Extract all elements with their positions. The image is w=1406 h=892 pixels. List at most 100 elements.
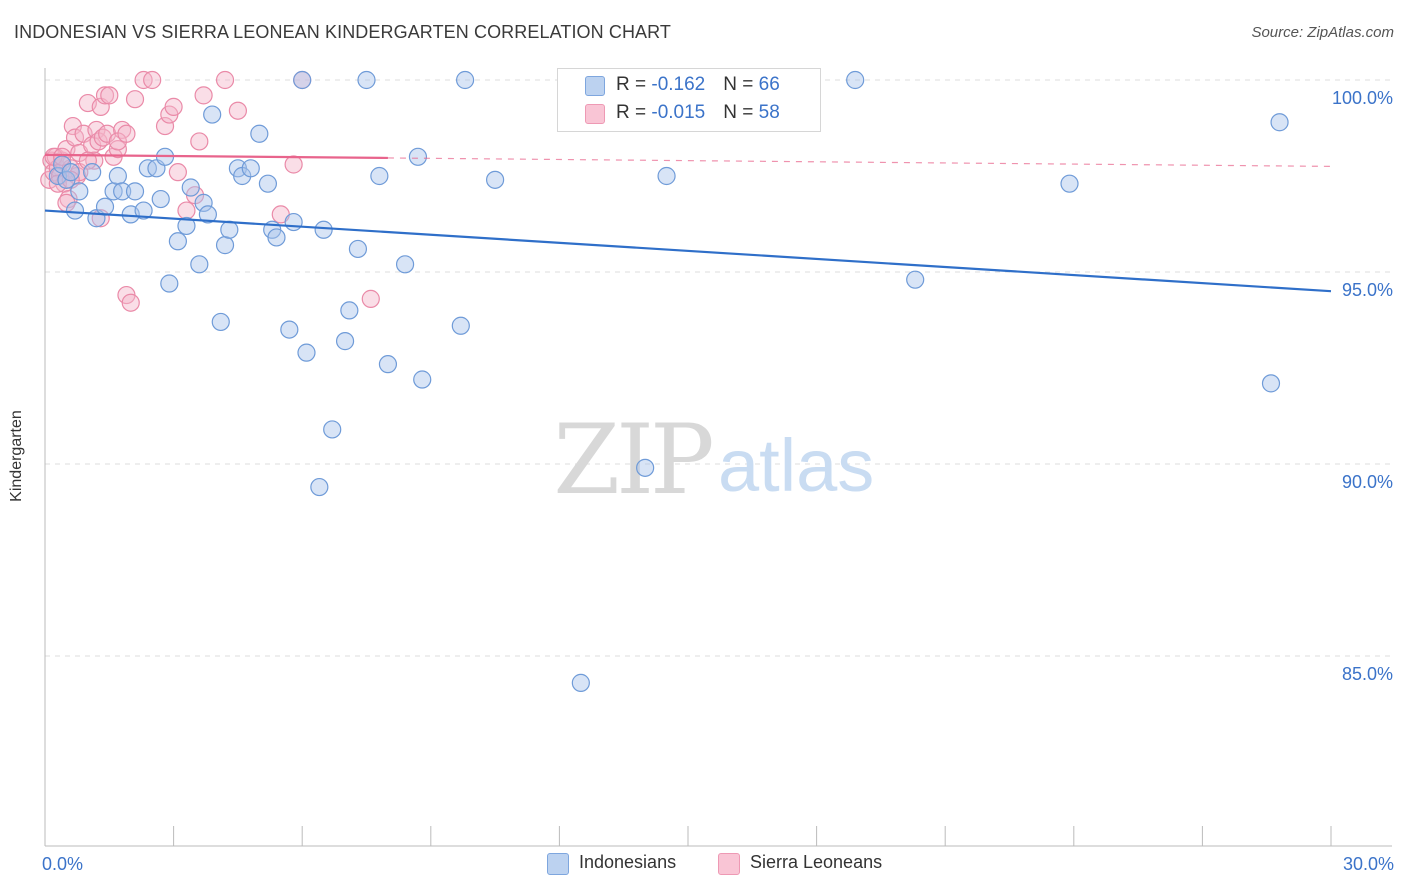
legend-r-label: R = [616,74,652,95]
data-point-indonesian [70,182,89,201]
series-indonesians [48,70,1289,692]
data-point-indonesian [181,178,200,197]
axes [44,68,1392,847]
legend-r-value: -0.015 [651,102,706,123]
legend-swatch-pink [585,104,605,124]
data-point-sierra-leonean [164,97,183,116]
data-point-indonesian [113,182,132,201]
data-point-sierra-leonean [143,70,162,90]
legend-row-indonesians: R = -0.162 N = 66 [558,74,818,98]
data-point-sierra-leonean [117,124,136,143]
trend-line-sierra-leoneans-extension [387,157,1332,167]
data-point-indonesian [65,201,85,220]
legend-n-value: 66 [758,74,780,95]
data-point-indonesian [284,212,303,232]
data-point-sierra-leonean [168,163,187,182]
watermark: ZIP atlas [553,404,874,516]
data-point-sierra-leonean [125,90,145,109]
data-point-indonesian [455,70,475,90]
data-point-sierra-leonean [121,293,140,312]
data-point-indonesian [571,673,590,692]
data-point-indonesian [314,220,333,239]
bottom-legend-label: Sierra Leoneans [750,852,883,872]
data-point-sierra-leonean [53,147,72,166]
chart-title: INDONESIAN VS SIERRA LEONEAN KINDERGARTE… [14,22,672,42]
data-point-indonesian [297,343,316,362]
watermark-zip: ZIP [553,404,712,516]
data-point-indonesian [61,163,80,182]
data-point-indonesian [220,220,239,239]
data-point-indonesian [636,458,655,477]
data-point-indonesian [258,174,278,193]
data-point-indonesian [348,239,368,259]
data-point-indonesian [486,170,505,189]
data-point-indonesian [203,105,222,124]
data-point-indonesian [357,70,376,90]
legend-n-label: N = [723,102,759,123]
y-tick-label: 90.0% [1342,472,1393,492]
data-point-sierra-leonean [155,116,175,136]
legend-swatch-blue [585,76,605,96]
data-point-indonesian [370,166,389,186]
data-point-indonesian [151,189,170,209]
legend-text: R = -0.162 N = 66 [616,74,780,96]
data-point-indonesian [1270,113,1289,132]
y-tick-label: 85.0% [1342,664,1393,684]
legend-text: R = -0.015 N = 58 [616,102,780,124]
stats-legend: R = -0.162 N = 66 R = -0.015 N = 58 [557,68,821,132]
trend-lines [44,153,1332,293]
trend-line-sierra-leoneans [44,153,388,160]
y-tick-label: 100.0% [1332,88,1393,108]
data-point-indonesian [323,420,342,439]
data-point-indonesian [211,312,230,332]
legend-r-value: -0.162 [651,74,706,95]
data-point-sierra-leonean [100,86,119,105]
data-point-indonesian [451,316,470,335]
y-tick-label: 95.0% [1342,280,1393,300]
data-point-indonesian [250,124,269,143]
data-point-indonesian [906,270,925,289]
data-point-indonesian [408,147,428,166]
tick-labels: 100.0% 95.0% 90.0% 85.0% 0.0% 30.0% [42,88,1394,874]
data-point-indonesian [267,228,286,247]
data-point-sierra-leonean [95,86,115,105]
legend-row-sierra-leoneans: R = -0.015 N = 58 [558,102,818,126]
chart-source: Source: ZipAtlas.com [1251,24,1394,41]
data-point-sierra-leonean [228,101,247,120]
data-point-indonesian [293,70,312,90]
watermark-atlas: atlas [718,424,874,507]
data-point-indonesian [215,236,235,255]
data-point-indonesian [1060,174,1079,193]
bottom-legend-swatch-blue [547,853,569,875]
x-tick-label: 0.0% [42,854,83,874]
data-point-indonesian [280,320,299,339]
data-point-sierra-leonean [215,70,235,90]
data-point-sierra-leonean [177,201,196,220]
data-point-sierra-leonean [190,132,209,151]
legend-r-label: R = [616,102,652,123]
data-point-indonesian [108,166,127,186]
data-point-indonesian [378,355,398,374]
data-point-sierra-leonean [284,155,303,174]
data-point-sierra-leonean [108,140,127,159]
data-point-indonesian [395,255,415,274]
legend-n-label: N = [723,74,759,95]
series-sierra-leoneans [40,70,380,312]
data-point-indonesian [241,159,260,178]
data-point-indonesian [168,232,187,251]
data-point-sierra-leonean [361,289,380,308]
data-point-indonesian [83,163,102,182]
data-point-indonesian [335,332,355,351]
bottom-legend-label: Indonesians [579,852,677,872]
data-point-indonesian [134,201,153,220]
trend-line-indonesians [44,209,1332,293]
data-point-indonesian [125,182,145,201]
data-point-indonesian [194,193,213,212]
data-point-sierra-leonean [194,86,213,105]
x-tick-label: 30.0% [1343,854,1394,874]
data-point-indonesian [340,301,359,320]
data-point-indonesian [310,477,329,497]
data-point-indonesian [160,274,179,293]
data-point-indonesian [657,166,676,186]
